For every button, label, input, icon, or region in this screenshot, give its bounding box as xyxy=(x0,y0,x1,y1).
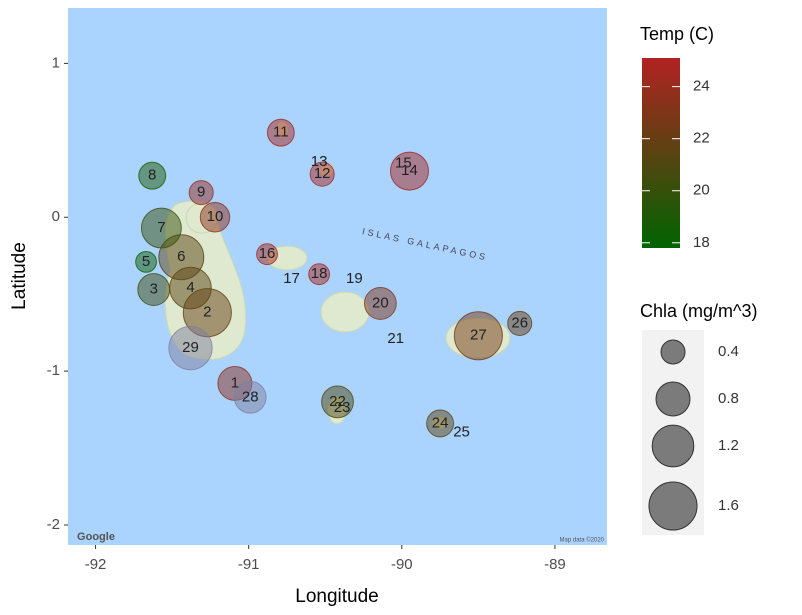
colorbar-label: 20 xyxy=(693,182,710,199)
x-tick-label: -92 xyxy=(85,556,107,573)
size-label: 1.6 xyxy=(718,497,739,514)
colorbar-label: 22 xyxy=(693,130,710,147)
point-label: 18 xyxy=(311,265,328,282)
size-key xyxy=(649,482,697,530)
y-tick-label: 1 xyxy=(52,54,60,71)
x-axis-title: Longitude xyxy=(295,586,378,607)
y-tick-label: -2 xyxy=(47,516,60,533)
size-label: 0.4 xyxy=(718,343,739,360)
colorbar-label: 24 xyxy=(693,78,710,95)
x-tick-label: -89 xyxy=(544,556,566,573)
point-label: 23 xyxy=(334,399,351,416)
point-label: 29 xyxy=(182,339,199,356)
point-label: 15 xyxy=(395,154,412,171)
y-tick-label: 0 xyxy=(52,208,60,225)
size-legend-title: Chla (mg/m^3) xyxy=(640,301,757,321)
point-label: 24 xyxy=(432,414,449,431)
point-label: 19 xyxy=(346,270,363,287)
size-label: 1.2 xyxy=(718,437,739,454)
colorbar-label: 18 xyxy=(693,234,710,251)
point-label: 28 xyxy=(242,388,259,405)
point-label: 2 xyxy=(203,304,211,321)
x-tick-label: -90 xyxy=(391,556,413,573)
point-label: 4 xyxy=(186,279,194,296)
point-label: 16 xyxy=(259,245,276,262)
point-label: 25 xyxy=(453,424,470,441)
chart: ISLAS GALAPAGOS Google Map data ©2020 12… xyxy=(0,0,802,610)
point-label: 11 xyxy=(273,124,289,141)
point-label: 13 xyxy=(311,153,328,170)
size-key xyxy=(652,425,694,467)
x-tick-label: -91 xyxy=(238,556,260,573)
point-label: 17 xyxy=(283,270,300,287)
point-label: 26 xyxy=(511,314,528,331)
point-label: 8 xyxy=(148,167,156,184)
map-attribution: Map data ©2020 xyxy=(560,537,605,544)
point-label: 21 xyxy=(387,330,404,347)
island xyxy=(321,292,369,332)
point-label: 10 xyxy=(207,208,224,225)
color-legend-title: Temp (C) xyxy=(640,24,714,44)
point-label: 3 xyxy=(150,281,158,298)
point-label: 6 xyxy=(177,248,185,265)
size-key xyxy=(661,340,685,364)
point-label: 27 xyxy=(470,327,487,344)
point-label: 9 xyxy=(197,184,205,201)
y-tick-label: -1 xyxy=(47,362,60,379)
y-axis-title: Latitude xyxy=(9,242,30,310)
size-label: 0.8 xyxy=(718,390,739,407)
point-label: 7 xyxy=(157,219,165,236)
size-key xyxy=(656,382,690,416)
point-label: 5 xyxy=(142,253,150,270)
point-label: 20 xyxy=(372,294,389,311)
point-label: 1 xyxy=(231,374,239,391)
map-logo: Google xyxy=(77,531,115,543)
